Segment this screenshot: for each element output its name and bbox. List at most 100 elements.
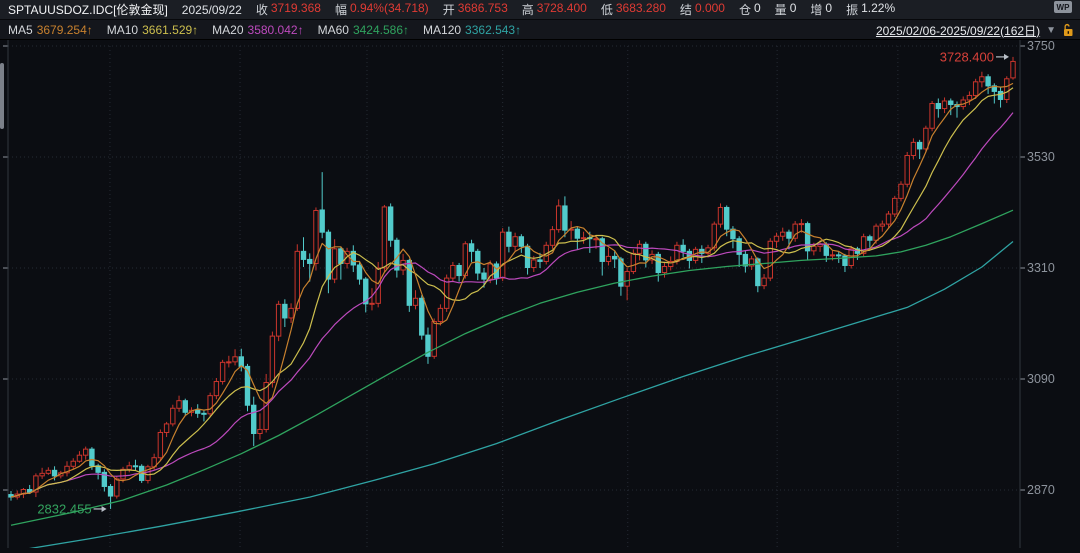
candle-up [879,223,886,227]
candle-up [829,254,836,257]
quote-field-value: 0.94%(34.718) [349,1,429,15]
candle-down [611,255,618,260]
candle-down [89,448,95,467]
quote-field-value: 3683.280 [615,1,666,15]
candle-down [836,254,842,257]
wp-monitor-icon[interactable]: WP [1054,1,1074,18]
candle-up [226,361,232,364]
candle-down [356,264,363,280]
candle-down [481,272,487,280]
candle-down [537,259,543,262]
ma-legend-label: MA60 [317,22,349,37]
quote-field-label: 振 [846,3,859,17]
candle-up [170,407,176,425]
candle-up [437,307,444,322]
chevron-down-icon[interactable]: ▼ [1046,24,1056,36]
candle-down [574,228,581,239]
candle-up [288,307,294,319]
candle-up [979,76,985,83]
ma-legend-label: MA20 [212,22,244,37]
candle-up [531,259,537,268]
ma-legend-value: 3580.042↑ [247,22,304,37]
candle-down [562,205,568,231]
y-axis-tick-label: 3750 [1027,40,1055,53]
ma-legend-label: MA10 [106,22,139,37]
candle-up [773,235,780,242]
candle-up [232,356,238,363]
candle-up [114,478,120,497]
candle-down [325,231,332,280]
candle-down [724,206,730,230]
candle-up [39,472,45,477]
unlock-icon[interactable] [1062,23,1074,37]
candle-down [997,90,1004,100]
candle-up [82,448,89,456]
date-range-label[interactable]: 2025/02/06-2025/09/22(162日) [875,23,1041,38]
ma20-line [10,112,1014,498]
candle-down [456,264,462,277]
candle-up [748,258,755,267]
period-high-annotation: 3728.400 [940,49,1009,64]
candle-down [350,250,356,266]
ma-legend-label: MA120 [423,22,462,37]
candle-down [985,76,991,87]
y-axis-tick-label: 3530 [1027,150,1055,164]
candle-down [842,255,848,266]
candle-down [244,365,251,406]
candle-up [207,395,213,415]
candle-down [363,278,369,305]
quote-field-value: 3728.400 [536,1,587,15]
left-scrollbar[interactable] [0,63,4,129]
ma-legend-item: MA120 3362.543↑ [423,23,521,37]
candle-up [126,465,132,470]
candle-down [643,243,649,261]
candle-up [487,263,493,280]
candle-down [948,100,954,106]
candle-up [443,277,450,309]
candlestick-chart[interactable]: 3750 3530 3310 3090 2870 2832.455 3728.400 [0,39,1080,553]
candle-up [811,245,817,252]
candle-down [655,253,661,274]
candle-up [792,223,798,239]
candle-down [916,141,923,150]
candle-down [419,297,425,336]
candle-down [786,231,792,239]
y-axis-tick-label: 2870 [1027,483,1055,497]
candle-down [518,236,525,247]
quote-field: 开 3686.753 [443,1,508,18]
grid: 3750 3530 3310 3090 2870 [3,39,1055,548]
quote-field-label: 低 [600,3,613,17]
ma-legend-value: 3661.529↑ [142,22,199,37]
quote-field-label: 结 [679,3,692,17]
quote-field: 高 3728.400 [522,1,587,18]
quote-field-value: 3719.368 [270,1,321,15]
candle-up [70,460,76,467]
period-low-annotation: 2832.455 [37,501,107,516]
candle-down [201,412,207,415]
quote-field-label: 开 [442,3,455,17]
candle-up [661,265,668,274]
candle-up [873,225,879,241]
price-chart-canvas[interactable]: 3750 3530 3310 3090 2870 2832.455 3728.400 [0,39,1080,553]
candle-up [717,206,724,225]
candle-down [182,400,188,413]
candle-up [860,236,867,254]
candle-up [674,244,680,262]
ma-legend: MA5 3679.254↑ MA10 3661.529↑ MA20 3580.042↑ MA… [8,23,521,37]
candle-down [132,465,139,468]
candle-up [157,431,164,459]
y-axis-tick-label: 3310 [1027,261,1055,275]
candle-up [941,100,948,110]
ma10-line [10,87,1014,498]
candle-down [238,356,244,367]
candle-down [387,206,394,241]
candle-up [885,213,892,225]
ma-legend-value: 3679.254↑ [36,22,93,37]
candle-up [213,381,220,397]
ma-legend-bar: MA5 3679.254↑ MA10 3661.529↑ MA20 3580.042↑ MA… [0,20,1080,40]
candle-down [26,488,33,493]
ma-legend-value: 3424.586↑ [352,22,410,37]
